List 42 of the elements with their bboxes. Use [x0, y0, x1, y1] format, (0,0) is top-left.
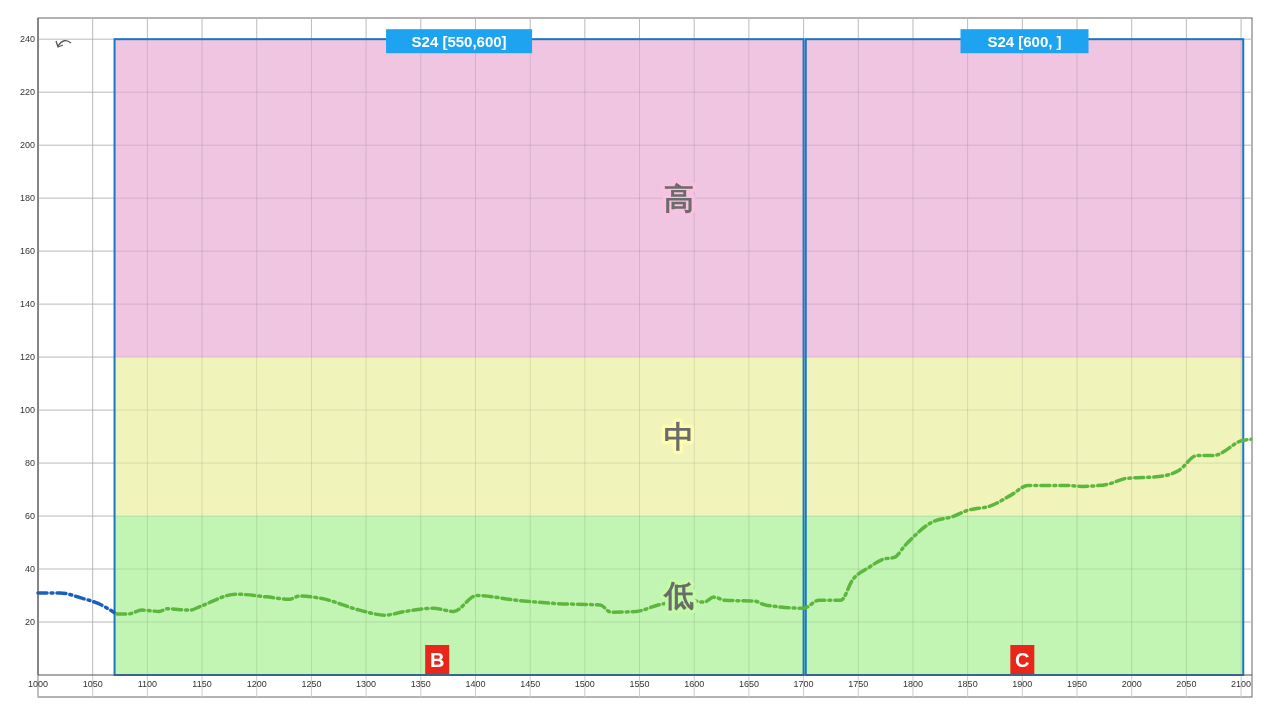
x-tick-label: 1900: [1012, 679, 1033, 689]
band-label: S24 [550,600]: [411, 32, 507, 50]
x-tick-label: 1050: [82, 679, 103, 689]
x-tick-label: 1300: [356, 679, 377, 689]
y-tick-label: 100: [19, 405, 35, 416]
y-tick-label: 220: [19, 87, 35, 98]
x-tick-label: 1400: [465, 679, 486, 689]
y-tick-label: 80: [24, 458, 35, 469]
annotation: B: [429, 649, 445, 671]
y-tick-label: 40: [24, 564, 35, 575]
y-tick-label: 60: [24, 511, 35, 522]
x-tick-label: 1800: [902, 679, 923, 689]
x-tick-label: 1650: [738, 679, 759, 689]
line-series: [36, 591, 117, 615]
y-tick-label: 120: [19, 352, 35, 363]
band-label: 高: [663, 181, 694, 215]
x-tick-label: 2000: [1121, 679, 1142, 689]
x-tick-label: 1950: [1066, 679, 1088, 689]
x-tick-label: 1350: [410, 679, 431, 689]
y-tick-label: 240: [19, 34, 35, 45]
annotation: C: [1015, 649, 1030, 671]
x-tick-label: 1250: [301, 679, 322, 689]
band-label: S24 [600, ]: [987, 32, 1062, 50]
x-tick-label: 1550: [629, 679, 650, 689]
x-tick-label: 1200: [246, 679, 267, 689]
band-label: 中: [663, 420, 694, 454]
y-tick-label: 160: [19, 246, 35, 257]
y-tick-label: 140: [19, 299, 35, 310]
y-tick-label: 200: [19, 140, 35, 151]
x-tick-label: 1850: [957, 679, 978, 689]
x-tick-label: 1000: [27, 679, 49, 689]
y-tick-label: 20: [24, 617, 35, 628]
x-tick-label: 1150: [192, 679, 212, 689]
x-tick-label: 1600: [684, 679, 705, 689]
x-tick-label: 1100: [137, 679, 158, 689]
x-tick-label: 1750: [848, 679, 869, 689]
x-tick-label: 1700: [793, 679, 814, 689]
x-tick-label: 2100: [1231, 679, 1252, 689]
x-tick-label: 1500: [574, 679, 595, 689]
x-tick-label: 2050: [1176, 679, 1197, 689]
y-tick-label: 180: [19, 193, 35, 204]
x-tick-label: 1450: [520, 679, 541, 689]
